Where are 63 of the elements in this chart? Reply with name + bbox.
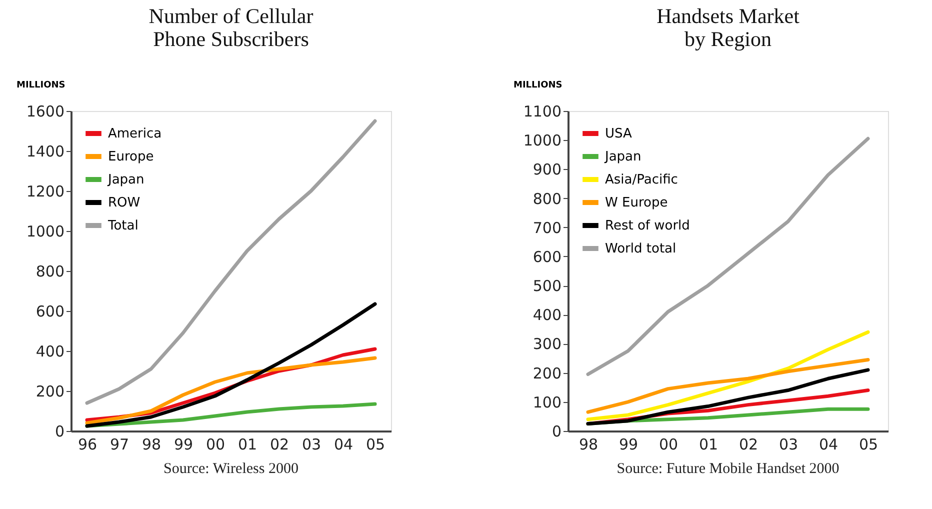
x-tick-label: 97 [110, 436, 130, 454]
y-tick-label: 1100 [523, 102, 562, 120]
x-tick-label: 02 [738, 436, 758, 454]
y-tick-label: 400 [532, 306, 562, 324]
x-tick-label: 04 [818, 436, 838, 454]
x-tick-label: 05 [366, 436, 386, 454]
line-series [85, 119, 377, 405]
y-axis-title: MILLIONS [16, 80, 66, 90]
y-tick-label: 100 [532, 393, 562, 412]
line-series [586, 358, 870, 414]
line-series [85, 302, 377, 428]
x-tick-label: 04 [334, 436, 354, 454]
y-tick-label: 1000 [523, 132, 562, 150]
x-tick-label: 99 [618, 436, 638, 454]
y-tick-label: 400 [36, 342, 64, 360]
legend-label: Japan [107, 172, 144, 188]
x-tick-label: 03 [302, 436, 322, 454]
x-tick-label: 01 [238, 436, 258, 454]
chart-title: Number of Cellular Phone Subscribers [148, 4, 314, 51]
y-tick-label: 0 [552, 422, 562, 440]
legend-label: Europe [108, 150, 154, 164]
y-tick-label: 700 [532, 218, 562, 237]
x-tick-label: 01 [698, 436, 718, 454]
x-tick-label: 99 [174, 436, 194, 454]
legend-label: Asia/Pacific [605, 172, 678, 188]
y-tick-label: 900 [532, 160, 562, 179]
x-tick-label: 00 [206, 436, 226, 454]
y-tick-label: 300 [532, 335, 562, 354]
y-tick-label: 1200 [26, 182, 64, 200]
source-note: Source: Wireless 2000 [164, 461, 298, 477]
y-tick-label: 600 [36, 302, 64, 320]
legend-label: America [108, 126, 162, 142]
legend-label: Total [107, 218, 138, 234]
legend-label: W Europe [605, 196, 668, 210]
y-tick-label: 200 [532, 364, 562, 382]
legend-label: USA [605, 126, 632, 142]
y-tick-label: 0 [54, 422, 64, 440]
legend-label: ROW [108, 196, 140, 210]
line-series [586, 330, 870, 422]
legend-label: Japan [604, 150, 642, 164]
x-tick-label: 00 [658, 436, 678, 454]
source-note: Source: Future Mobile Handset 2000 [616, 461, 840, 477]
y-tick-label: 1600 [26, 102, 64, 120]
line-series [85, 356, 377, 425]
x-tick-label: 98 [578, 436, 598, 454]
y-tick-label: 200 [36, 382, 64, 400]
x-tick-label: 02 [270, 436, 290, 454]
y-tick-label: 1000 [26, 222, 64, 240]
x-tick-label: 03 [778, 436, 798, 454]
y-tick-label: 500 [532, 277, 562, 296]
line-series [586, 368, 870, 426]
x-tick-label: 98 [142, 436, 162, 454]
legend-label: Rest of world [605, 218, 690, 234]
line-series [586, 136, 870, 376]
chart-title: Handsets Market by Region [656, 4, 800, 51]
y-axis-title: MILLIONS [514, 80, 562, 90]
y-tick-label: 600 [532, 248, 562, 266]
y-tick-label: 1400 [26, 142, 64, 160]
x-tick-label: 96 [78, 436, 98, 454]
x-tick-label: 05 [858, 436, 878, 454]
y-tick-label: 800 [36, 262, 64, 280]
y-tick-label: 800 [532, 190, 562, 208]
legend-label: World total [605, 242, 676, 256]
